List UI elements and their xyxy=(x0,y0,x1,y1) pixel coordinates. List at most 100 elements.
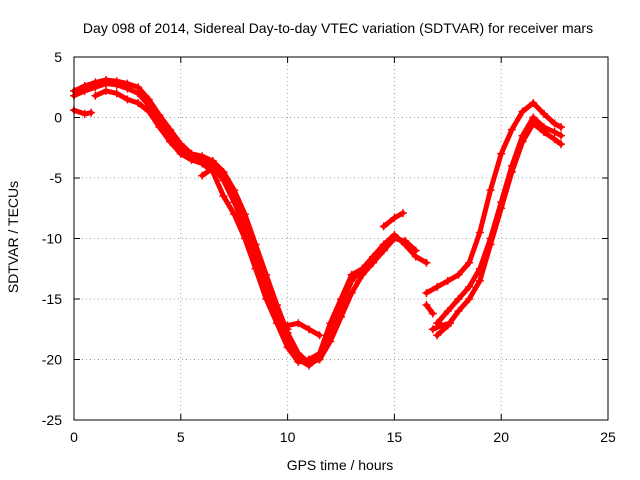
data-point-track-3 xyxy=(304,355,313,364)
data-point-track-8 xyxy=(507,125,516,134)
data-point-track-6 xyxy=(294,319,303,328)
data-point-track-2 xyxy=(401,240,410,249)
data-point-track-10 xyxy=(433,331,442,340)
data-point-track-2 xyxy=(112,80,121,89)
data-point-track-12 xyxy=(422,301,431,310)
data-point-track-3 xyxy=(326,319,335,328)
data-point-track-2 xyxy=(134,89,143,98)
x-tick-label: 15 xyxy=(387,429,403,445)
y-tick-label: -25 xyxy=(42,412,62,428)
data-point-track-3 xyxy=(337,295,345,303)
data-point-track-10 xyxy=(518,137,527,146)
data-point-track-10 xyxy=(557,140,566,149)
data-point-track-8 xyxy=(486,186,495,195)
data-point-track-3 xyxy=(315,349,324,358)
data-point-track-4 xyxy=(230,192,239,201)
data-point-track-3 xyxy=(102,86,111,95)
data-point-track-3 xyxy=(198,159,207,168)
data-point-track-10 xyxy=(550,135,559,144)
data-point-track-2 xyxy=(102,79,111,88)
x-tick-label: 25 xyxy=(600,429,616,445)
data-point-track-3 xyxy=(272,319,281,328)
data-point-track-8 xyxy=(529,98,538,107)
data-point-track-10 xyxy=(497,204,506,213)
data-point-track-2 xyxy=(379,240,388,249)
data-point-track-3 xyxy=(112,89,121,98)
data-point-track-3 xyxy=(369,258,378,267)
data-point-track-6 xyxy=(283,321,292,330)
data-point-track-2 xyxy=(80,86,89,95)
data-point-track-10 xyxy=(465,295,474,303)
data-point-track-2 xyxy=(411,252,420,261)
x-tick-label: 20 xyxy=(493,429,509,445)
series-line-track-6 xyxy=(285,320,323,338)
data-point-track-7 xyxy=(398,209,407,218)
y-tick-label: 0 xyxy=(54,110,62,126)
data-point-track-8 xyxy=(557,123,566,132)
data-point-track-8 xyxy=(497,149,506,158)
data-point-track-8 xyxy=(422,288,431,297)
data-point-track-11 xyxy=(428,325,437,334)
data-point-track-2 xyxy=(123,84,132,93)
y-tick-label: -5 xyxy=(50,170,63,186)
data-point-track-3 xyxy=(294,357,303,366)
data-point-track-2 xyxy=(91,83,100,92)
data-point-track-7 xyxy=(379,222,388,231)
data-series-layer xyxy=(70,75,566,370)
data-point-track-9 xyxy=(557,131,566,140)
y-axis-label: SDTVAR / TECUs xyxy=(5,181,21,293)
data-point-track-8 xyxy=(454,270,463,279)
data-point-track-11 xyxy=(445,319,454,328)
data-point-track-8 xyxy=(433,282,442,291)
data-point-track-6 xyxy=(304,325,313,334)
data-point-track-4 xyxy=(272,307,281,316)
data-point-track-8 xyxy=(550,119,559,128)
series-line-track-12 xyxy=(423,302,436,316)
data-point-track-2 xyxy=(422,258,431,267)
data-point-track-3 xyxy=(176,149,185,158)
data-point-track-8 xyxy=(539,109,548,118)
data-point-track-3 xyxy=(123,95,132,104)
data-point-track-4 xyxy=(251,258,260,267)
data-point-track-8 xyxy=(465,258,474,267)
data-point-track-4 xyxy=(240,228,249,237)
series-line-track-3 xyxy=(92,88,376,365)
y-tick-label: 5 xyxy=(54,49,62,65)
data-point-track-4 xyxy=(262,288,271,297)
data-point-track-10 xyxy=(486,240,495,249)
data-point-track-3 xyxy=(144,107,153,116)
data-point-track-4 xyxy=(198,171,207,180)
data-point-track-3 xyxy=(219,192,228,201)
x-tick-label: 5 xyxy=(177,429,185,445)
grid-lines xyxy=(74,57,608,420)
data-point-track-9 xyxy=(454,295,463,303)
y-tick-label: -10 xyxy=(42,231,62,247)
data-point-track-6 xyxy=(315,331,324,340)
data-point-track-8 xyxy=(518,107,527,116)
axis-ticks: 0 5 10 15 20 25 5 0 -5 -10 -15 -20 -25 xyxy=(42,49,616,445)
data-point-track-3 xyxy=(166,137,175,146)
series-line-track-8 xyxy=(423,100,564,296)
data-point-track-10 xyxy=(454,307,463,316)
data-point-track-10 xyxy=(475,276,484,285)
y-tick-label: -20 xyxy=(42,352,62,368)
series-line-track-7 xyxy=(381,210,406,229)
data-point-track-8 xyxy=(475,228,484,237)
data-point-track-4 xyxy=(219,174,228,182)
data-point-track-5 xyxy=(87,108,96,117)
y-tick-label: -15 xyxy=(42,291,62,307)
x-axis-label: GPS time / hours xyxy=(287,457,394,473)
data-point-track-10 xyxy=(529,119,538,128)
data-point-track-10 xyxy=(507,167,516,176)
data-point-track-3 xyxy=(347,270,356,279)
data-point-track-3 xyxy=(358,264,367,273)
series-line-track-4 xyxy=(199,165,291,332)
data-point-track-7 xyxy=(390,213,399,222)
data-point-track-3 xyxy=(134,98,143,107)
data-point-track-3 xyxy=(187,155,196,164)
data-point-track-3 xyxy=(155,123,164,132)
data-point-track-9 xyxy=(443,307,452,316)
data-point-track-3 xyxy=(91,91,100,100)
x-tick-label: 0 xyxy=(70,429,78,445)
